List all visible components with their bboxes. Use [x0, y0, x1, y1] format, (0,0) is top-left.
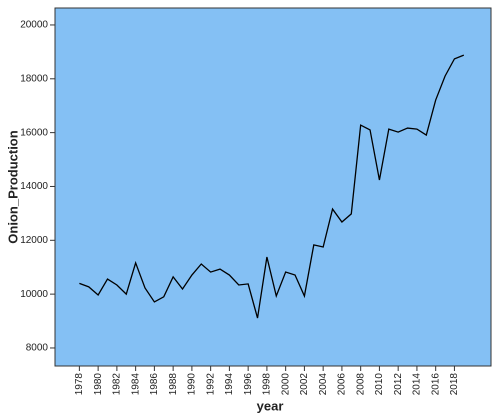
y-tick-label: 16000 — [20, 127, 48, 138]
x-tick-label: 1982 — [112, 373, 123, 396]
x-tick-label: 2014 — [412, 373, 423, 396]
x-tick-label: 2002 — [299, 373, 310, 396]
x-tick-label: 1980 — [93, 373, 104, 396]
x-tick-label: 2006 — [337, 373, 348, 396]
x-tick-label: 2000 — [280, 373, 291, 396]
x-tick-label: 1994 — [224, 373, 235, 396]
y-axis-title: Onion_Production — [5, 130, 20, 243]
x-tick-label: 1992 — [205, 373, 216, 396]
x-tick-label: 2008 — [355, 373, 366, 396]
x-tick-label: 1984 — [130, 373, 141, 396]
x-axis-title: year — [257, 398, 284, 413]
y-tick-label: 14000 — [20, 181, 48, 192]
plot-area — [54, 7, 492, 367]
x-tick-label: 2012 — [393, 373, 404, 396]
x-tick-label: 1990 — [187, 373, 198, 396]
x-tick-label: 2010 — [374, 373, 385, 396]
line — [79, 54, 465, 319]
y-tick-label: 12000 — [20, 235, 48, 246]
x-tick-label: 2018 — [449, 373, 460, 396]
x-tick-label: 1998 — [262, 373, 273, 396]
x-tick-label: 1996 — [243, 373, 254, 396]
y-tick-label: 20000 — [20, 20, 48, 31]
y-tick-label: 10000 — [20, 289, 48, 300]
y-tick-label: 8000 — [26, 343, 49, 354]
x-tick-label: 1978 — [74, 373, 85, 396]
x-tick-label: 1986 — [149, 373, 160, 396]
x-tick-label: 2016 — [430, 373, 441, 396]
y-tick-label: 18000 — [20, 73, 48, 84]
x-tick-label: 1988 — [168, 373, 179, 396]
x-tick-label: 2004 — [318, 373, 329, 396]
